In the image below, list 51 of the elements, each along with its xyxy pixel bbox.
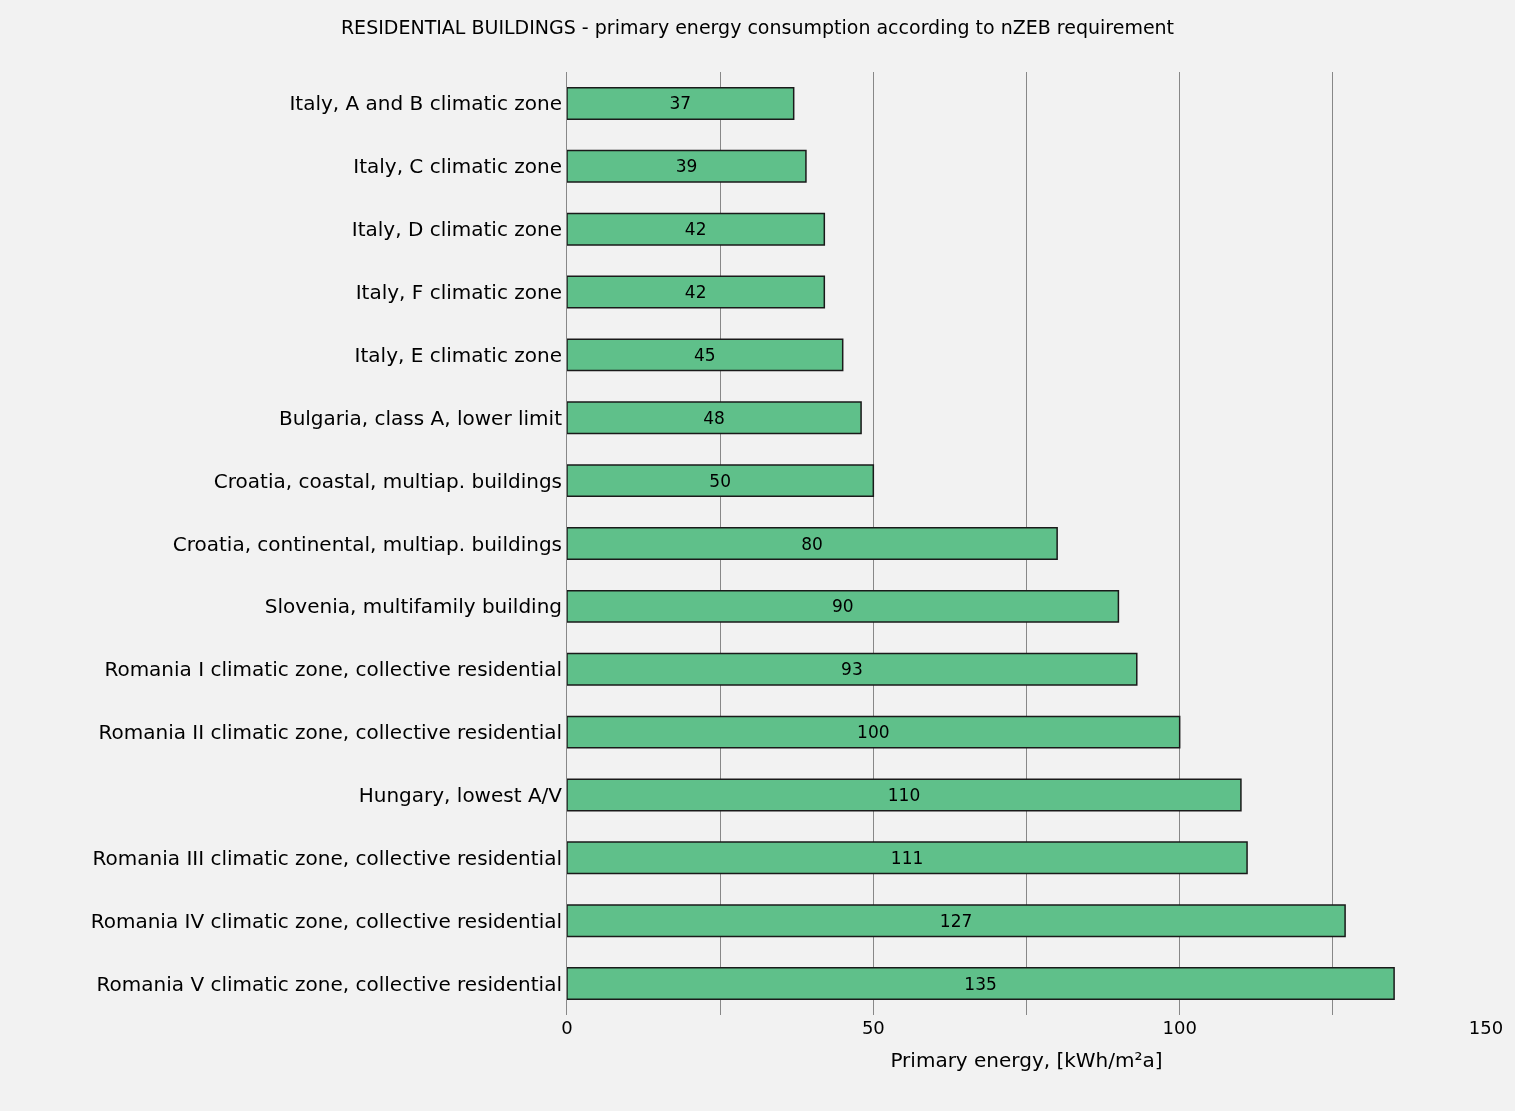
y-tick-label: Italy, C climatic zone — [353, 154, 562, 179]
x-tick-label: 0 — [561, 1017, 573, 1038]
data-label: 39 — [675, 156, 698, 177]
bar — [567, 841, 1248, 875]
bar — [567, 86, 795, 120]
bar — [567, 275, 826, 309]
bar — [567, 778, 1242, 812]
data-label: 100 — [857, 722, 890, 743]
y-tick-label: Romania II climatic zone, collective residential — [98, 720, 562, 745]
data-label: 93 — [841, 659, 863, 680]
bar — [567, 464, 875, 498]
x-tick-label: 100 — [1162, 1017, 1197, 1038]
y-tick-label: Italy, E climatic zone — [354, 342, 562, 367]
data-label: 50 — [709, 470, 731, 491]
y-tick-label: Bulgaria, class A, lower limit — [278, 405, 563, 430]
y-tick-label: Slovenia, multifamily building — [264, 594, 562, 619]
data-label: 110 — [887, 784, 921, 805]
y-tick-label: Romania IV climatic zone, collective residential — [90, 908, 562, 933]
data-label: 48 — [703, 407, 725, 428]
bar — [567, 904, 1346, 938]
bar — [567, 715, 1181, 749]
data-label: 42 — [684, 282, 707, 303]
y-tick-label: Romania V climatic zone, collective residential — [96, 971, 562, 996]
y-tick-label: Italy, A and B climatic zone — [289, 91, 562, 116]
bar — [567, 401, 862, 435]
data-label: 42 — [684, 219, 707, 240]
y-tick-label: Italy, F climatic zone — [355, 280, 562, 305]
data-label: 135 — [964, 973, 997, 994]
data-label: 90 — [831, 596, 854, 617]
bar — [567, 212, 826, 246]
bar — [567, 967, 1395, 1001]
bar — [567, 652, 1138, 686]
x-tick-label: 50 — [861, 1017, 885, 1038]
y-tick-label: Romania III climatic zone, collective residential — [92, 845, 562, 870]
data-label: 45 — [694, 344, 716, 365]
x-axis-title: Primary energy, [kWh/m²a] — [890, 1047, 1163, 1072]
data-label: 37 — [669, 93, 692, 114]
y-tick-label: Hungary, lowest A/V — [358, 782, 563, 807]
data-label: 127 — [939, 910, 973, 931]
chart-title: RESIDENTIAL BUILDINGS - primary energy consumption according to nZEB requirement — [340, 16, 1175, 39]
y-tick-label: Romania I climatic zone, collective residential — [104, 657, 562, 682]
data-label: 111 — [890, 847, 924, 868]
bar — [567, 149, 807, 183]
bar — [567, 589, 1120, 623]
bar — [567, 527, 1058, 560]
y-tick-label: Italy, D climatic zone — [351, 217, 562, 242]
y-tick-label: Croatia, continental, multiap. buildings — [172, 531, 562, 556]
y-tick-label: Croatia, coastal, multiap. buildings — [213, 468, 562, 493]
data-label: 80 — [801, 533, 823, 554]
bar — [567, 338, 844, 372]
x-tick-label: 150 — [1468, 1017, 1504, 1038]
